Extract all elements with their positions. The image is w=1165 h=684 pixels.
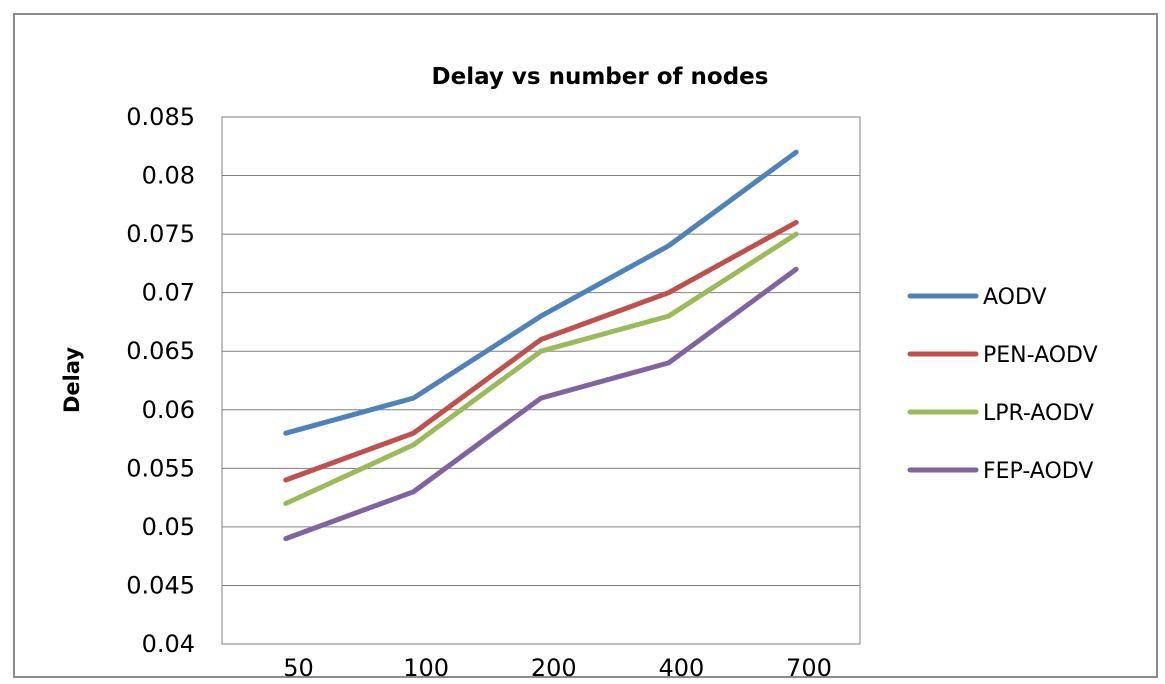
x-tick-label: 100 [403,654,449,682]
series-line-pen-aodv [283,219,799,483]
x-tick-label: 400 [658,654,704,682]
y-tick-label: 0.075 [126,220,195,248]
legend: AODV PEN-AODV LPR-AODV FEP-AODV [907,285,1098,484]
legend-label: LPR-AODV [983,401,1094,426]
y-axis-tick-labels: 0.085 0.08 0.075 0.07 0.065 0.06 0.055 0.05 0.04… [126,103,195,658]
x-axis-tick-labels: 50 100 200 400 700 [283,654,832,682]
series-lines [283,149,799,542]
legend-label: AODV [983,285,1047,310]
y-tick-label: 0.065 [126,337,195,365]
y-tick-label: 0.07 [142,279,195,307]
y-tick-label: 0.08 [142,162,195,190]
series-line-aodv [283,149,799,436]
legend-label: FEP-AODV [983,459,1093,484]
legend-label: PEN-AODV [983,343,1098,368]
series-line-lpr-aodv [283,231,799,506]
y-axis-title: Delay [60,347,84,413]
y-tick-label: 0.04 [142,630,195,658]
gridlines [222,116,860,645]
x-tick-label: 50 [283,654,314,682]
chart-title: Delay vs number of nodes [432,64,769,90]
series-line-fep-aodv [283,266,799,542]
y-tick-label: 0.05 [142,513,195,541]
y-tick-label: 0.045 [126,571,195,599]
y-tick-label: 0.085 [126,103,195,131]
x-tick-label: 700 [786,654,832,682]
x-tick-label: 200 [531,654,577,682]
plot-area [221,116,861,645]
y-tick-label: 0.06 [142,396,195,424]
y-tick-label: 0.055 [126,454,195,482]
